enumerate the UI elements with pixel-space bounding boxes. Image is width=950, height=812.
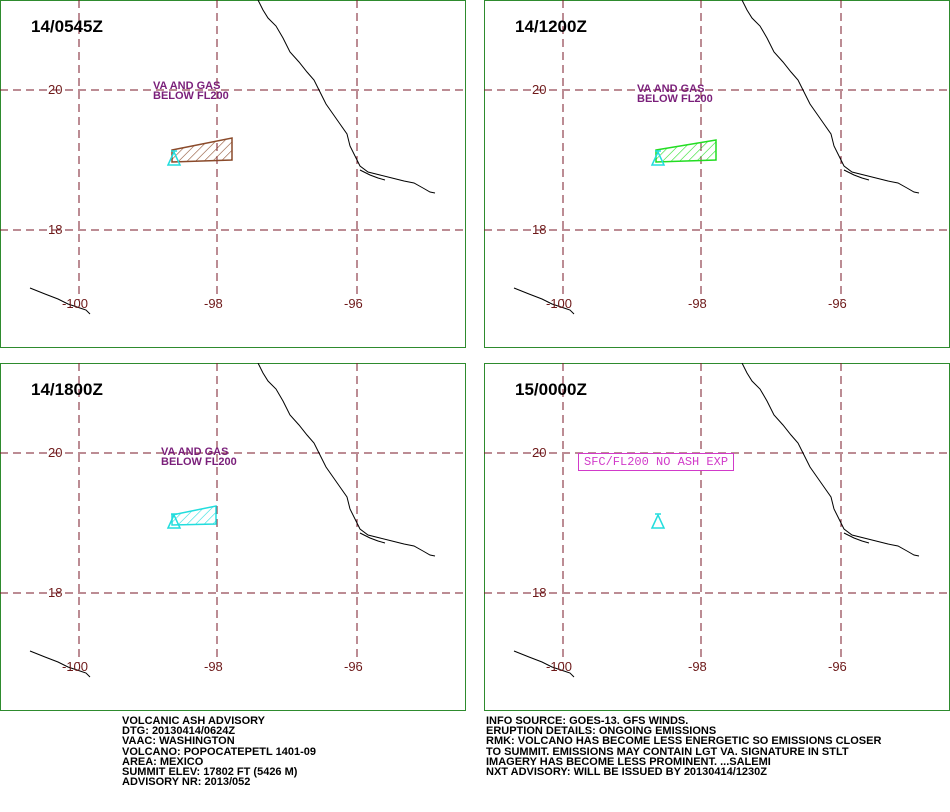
coastline [513, 0, 920, 315]
va-note-line1: VA AND GAS [161, 446, 229, 458]
lon-label-100: -100 [546, 659, 573, 674]
advisory-summit-elev: SUMMIT ELEV: 17802 FT (5426 M) [122, 765, 298, 778]
map-canvas [484, 0, 950, 348]
va-note-line2: BELOW FL200 [161, 456, 237, 468]
remarks-line1: RMK: VOLCANO HAS BECOME LESS ENERGETIC S… [486, 735, 882, 748]
forecast-panel-0545z: 14/0545Z 20 18 -100 -98 -96 VA AND GAS B… [0, 0, 481, 348]
ash-polygon [171, 137, 233, 163]
lon-label-96: -96 [828, 659, 847, 674]
coastline [513, 363, 920, 678]
lat-label-18: 18 [532, 222, 547, 237]
info-source: INFO SOURCE: GOES-13. GFS WINDS. [486, 715, 689, 727]
va-note: VA AND GAS BELOW FL200 [637, 83, 713, 105]
volcano-icon [166, 150, 182, 166]
lat-label-18: 18 [48, 222, 63, 237]
lat-label-20: 20 [48, 445, 63, 460]
lon-label-98: -98 [204, 659, 223, 674]
advisory-title: VOLCANIC ASH ADVISORY [122, 715, 266, 727]
grid-lines [484, 363, 950, 663]
volcano-icon [166, 513, 182, 529]
coastline [29, 363, 436, 678]
advisory-details: INFO SOURCE: GOES-13. GFS WINDS. ERUPTIO… [486, 715, 882, 778]
lon-label-100: -100 [62, 296, 89, 311]
eruption-details: ERUPTION DETAILS: ONGOING EMISSIONS [486, 725, 717, 738]
map-canvas [0, 0, 466, 348]
valid-time: 14/0545Z [31, 17, 103, 36]
advisory-header: VOLCANIC ASH ADVISORY DTG: 20130414/0624… [122, 715, 316, 789]
grid-lines [0, 0, 466, 300]
forecast-panel-1800z: 14/1800Z 20 18 -100 -98 -96 VA AND GAS B… [0, 363, 481, 711]
ash-polygon [655, 139, 717, 163]
va-note: VA AND GAS BELOW FL200 [153, 80, 229, 102]
advisory-volcano: VOLCANO: POPOCATEPETL 1401-09 [122, 745, 316, 758]
coastline [29, 0, 436, 315]
panel-border [0, 363, 466, 711]
remarks-line2: TO SUMMIT. EMISSIONS MAY CONTAIN LGT VA.… [486, 745, 849, 758]
lon-label-98: -98 [688, 296, 707, 311]
lon-label-96: -96 [344, 296, 363, 311]
lon-label-98: -98 [688, 659, 707, 674]
advisory-area: AREA: MEXICO [122, 755, 204, 768]
lat-label-18: 18 [48, 585, 63, 600]
next-advisory: NXT ADVISORY: WILL BE ISSUED BY 20130414… [486, 765, 768, 778]
panel-border [0, 0, 466, 348]
remarks-line3: IMAGERY HAS BECOME LESS PROMINENT. ...SA… [486, 755, 771, 768]
lat-label-18: 18 [532, 585, 547, 600]
lon-label-100: -100 [62, 659, 89, 674]
advisory-dtg: DTG: 20130414/0624Z [122, 725, 236, 738]
lat-label-20: 20 [532, 445, 547, 460]
grid-lines [0, 363, 466, 663]
advisory-number: ADVISORY NR: 2013/052 [122, 776, 251, 789]
va-note-line1: VA AND GAS [153, 80, 221, 92]
valid-time: 14/1800Z [31, 380, 103, 399]
forecast-panel-0000z: 15/0000Z 20 18 -100 -98 -96 SFC/FL200 NO… [484, 363, 950, 711]
lat-label-20: 20 [532, 82, 547, 97]
grid-lines [484, 0, 950, 300]
map-canvas [0, 363, 466, 711]
advisory-vaac: VAAC: WASHINGTON [122, 735, 235, 748]
va-note-line2: BELOW FL200 [637, 93, 713, 105]
lon-label-98: -98 [204, 296, 223, 311]
forecast-panel-1200z: 14/1200Z 20 18 -100 -98 -96 VA AND GAS B… [484, 0, 950, 348]
lon-label-100: -100 [546, 296, 573, 311]
valid-time: 15/0000Z [515, 380, 587, 399]
va-note-line1: VA AND GAS [637, 83, 705, 95]
lon-label-96: -96 [344, 659, 363, 674]
lat-label-20: 20 [48, 82, 63, 97]
va-note: VA AND GAS BELOW FL200 [161, 446, 237, 468]
valid-time: 14/1200Z [515, 17, 587, 36]
volcano-icon [650, 513, 666, 529]
lon-label-96: -96 [828, 296, 847, 311]
no-ash-label: SFC/FL200 NO ASH EXP [578, 453, 735, 471]
volcano-icon [650, 150, 666, 166]
ash-polygon [171, 505, 217, 526]
va-note-line2: BELOW FL200 [153, 90, 229, 102]
